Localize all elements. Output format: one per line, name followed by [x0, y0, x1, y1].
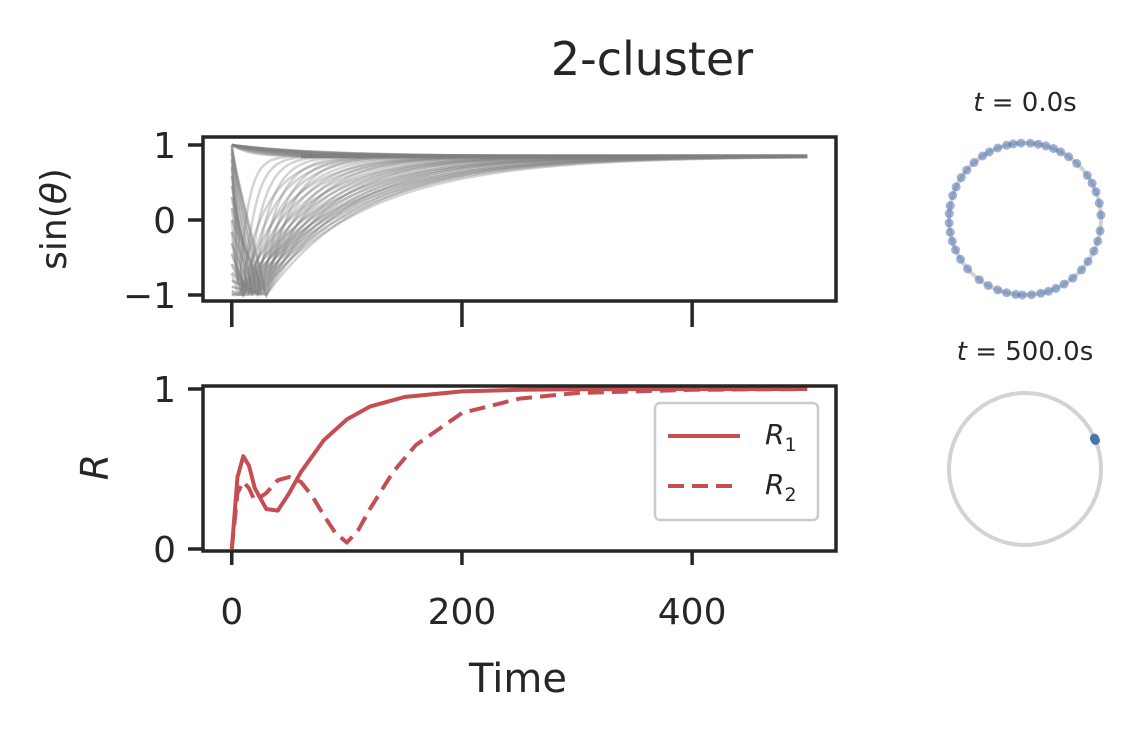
phase-dot: [944, 209, 954, 219]
order-legend: R1 R2: [653, 401, 820, 522]
phase-dot: [1059, 279, 1069, 289]
phase-dot: [993, 285, 1003, 295]
sine-x-ticks: [230, 301, 694, 327]
phase-dot: [1033, 139, 1043, 149]
phase-dot: [945, 201, 955, 211]
phase-dot: [947, 236, 957, 246]
phase-dot: [1056, 147, 1066, 157]
phase-dot: [1011, 289, 1021, 299]
order-x-ticks: 0 200 400: [220, 551, 726, 633]
phase-dot: [993, 143, 1003, 153]
order-parameter-panel: 10 0 200 400 Time R R1 R2: [73, 370, 838, 702]
phase-dot: [1094, 198, 1104, 208]
phase-dot: [1051, 283, 1061, 293]
order-x-axis-label: Time: [468, 656, 567, 702]
phase-dot: [948, 191, 958, 200]
phase-dot: [956, 173, 966, 183]
phase-dot: [951, 245, 961, 255]
phase-dot: [1096, 210, 1106, 220]
phase-dot: [1036, 288, 1046, 298]
phase-dot: [1027, 290, 1037, 300]
phase-dot: [1017, 290, 1027, 300]
phase-dot: [945, 227, 955, 237]
phase-circle-end-panel: t = 500.0s: [947, 337, 1103, 547]
phase-dot: [1049, 144, 1058, 153]
phase-dot: [983, 281, 993, 290]
phase-dot: [1089, 246, 1099, 256]
order-y-tick-label: 1: [153, 370, 176, 411]
sine-y-ticks: 1 0 −1: [123, 126, 203, 317]
order-x-tick-label: 200: [428, 592, 497, 633]
sine-phase-panel: 1 0 −1 sin(θ): [34, 126, 838, 327]
sine-trace-group: [230, 143, 808, 300]
phase-dot: [1090, 434, 1100, 444]
phase-dot: [974, 275, 984, 285]
phase-circle-start-panel: t = 0.0s: [944, 88, 1106, 300]
circle-end-title: t = 500.0s: [957, 337, 1094, 367]
phase-dot: [1002, 288, 1012, 298]
order-y-ticks: 10: [153, 370, 203, 571]
phase-dot: [969, 158, 979, 167]
phase-dot: [1095, 226, 1105, 236]
phase-dot: [1041, 141, 1051, 151]
order-y-tick-label: 0: [153, 530, 176, 571]
phase-dot: [956, 254, 965, 264]
series-line-r2: [229, 387, 808, 550]
phase-dot: [963, 264, 973, 274]
sine-y-tick-label: −1: [123, 276, 176, 317]
sine-trace: [230, 156, 808, 297]
phase-dot: [1002, 140, 1012, 150]
phase-dot: [951, 182, 961, 192]
phase-dot: [1044, 286, 1053, 296]
phase-dot: [1083, 257, 1093, 266]
phase-dot: [1072, 158, 1082, 168]
order-y-axis-label: R: [73, 454, 117, 480]
circle-start-dots: [944, 138, 1106, 300]
order-x-tick-label: 400: [658, 592, 727, 633]
phase-dot: [984, 147, 994, 157]
phase-dot: [1077, 265, 1086, 275]
phase-dot: [1064, 152, 1074, 162]
sine-y-tick-label: 1: [153, 126, 176, 167]
order-parameter-lines: [229, 387, 808, 550]
order-plot-frame: [201, 384, 838, 553]
figure-title: 2-cluster: [551, 32, 753, 86]
phase-dot: [1091, 187, 1101, 197]
legend-frame: [653, 401, 820, 522]
phase-dot: [1025, 138, 1035, 148]
phase-dot: [1093, 236, 1103, 246]
sine-y-axis-label: sin(θ): [34, 168, 75, 270]
phase-dot: [962, 165, 972, 175]
circle-end-dots: [1089, 433, 1100, 445]
phase-dot: [944, 218, 954, 228]
circle-start-title: t = 0.0s: [973, 88, 1076, 118]
series-line-r1: [229, 387, 808, 550]
sine-y-tick-label: 0: [153, 201, 176, 242]
phase-dot: [1082, 170, 1092, 180]
circle-end-ring: [947, 391, 1103, 547]
phase-dot: [1068, 273, 1078, 283]
phase-dot: [1087, 178, 1097, 188]
sine-trace: [230, 155, 808, 296]
phase-dot: [978, 151, 987, 161]
order-x-tick-label: 0: [220, 592, 243, 633]
phase-dot: [1016, 138, 1026, 148]
